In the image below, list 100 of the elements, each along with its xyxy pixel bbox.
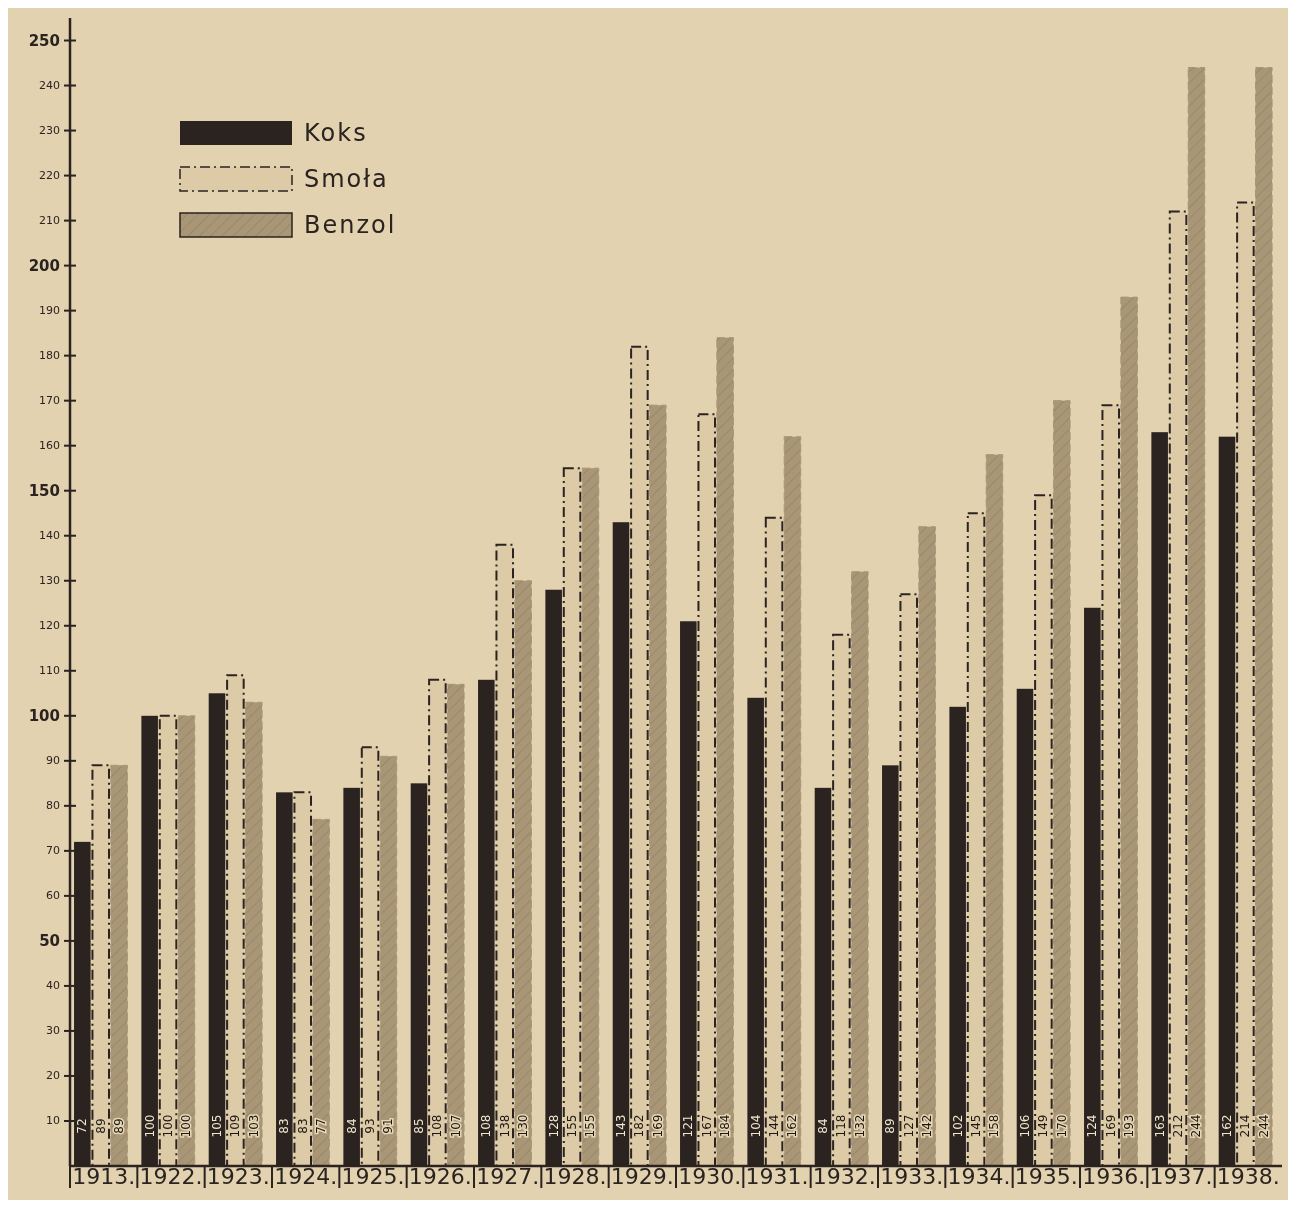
data-label: 108 (479, 1114, 494, 1138)
x-tick-label: 1929. (610, 1164, 674, 1189)
bar (514, 580, 532, 1167)
data-label: 100 (179, 1114, 194, 1138)
data-label: 167 (699, 1114, 714, 1138)
y-tick-label: 250 (28, 31, 60, 50)
data-label: 107 (448, 1114, 463, 1138)
data-label: 104 (748, 1114, 763, 1138)
x-tick-label: 1924. (274, 1164, 338, 1189)
data-label: 109 (228, 1114, 243, 1138)
data-label: 121 (681, 1114, 696, 1138)
x-tick-label: 1913. (72, 1164, 136, 1189)
data-label: 77 (314, 1118, 329, 1134)
y-tick-label: 190 (39, 304, 60, 318)
x-tick-label: 1930. (678, 1164, 742, 1189)
legend-label: Koks (304, 119, 368, 147)
y-tick-label: 70 (46, 844, 60, 858)
data-label: 143 (613, 1114, 628, 1138)
data-label: 162 (785, 1114, 800, 1138)
bar (110, 764, 128, 1167)
bar (985, 454, 1004, 1167)
bar (379, 755, 398, 1167)
bar (851, 571, 869, 1167)
x-tick-label: 1931. (745, 1164, 809, 1189)
legend-label: Benzol (304, 211, 397, 239)
bar (783, 436, 802, 1167)
data-label: 184 (718, 1114, 733, 1138)
bar (581, 467, 600, 1167)
data-label: 163 (1152, 1114, 1167, 1138)
bar (177, 715, 196, 1167)
x-tick-label: 1937. (1149, 1164, 1213, 1189)
data-label: 102 (950, 1114, 965, 1138)
x-tick-label: 1928. (543, 1164, 607, 1189)
y-tick-label: 230 (39, 124, 60, 138)
y-tick-label: 10 (46, 1114, 60, 1128)
data-label: 145 (969, 1114, 984, 1138)
data-label: 142 (920, 1114, 935, 1138)
bar (447, 683, 465, 1167)
data-label: 89 (883, 1118, 898, 1134)
y-tick-label: 110 (39, 664, 60, 678)
y-tick-label: 140 (39, 529, 60, 543)
data-label: 155 (565, 1114, 580, 1138)
data-label: 169 (650, 1114, 665, 1138)
bar (918, 526, 936, 1167)
data-label: 193 (1122, 1114, 1137, 1138)
data-label: 100 (161, 1114, 176, 1138)
data-label: 84 (815, 1118, 830, 1134)
data-label: 169 (1103, 1114, 1118, 1138)
data-label: 108 (430, 1114, 445, 1138)
x-tick-label: 1933. (880, 1164, 944, 1189)
data-label: 72 (75, 1118, 90, 1134)
data-label: 244 (1189, 1114, 1204, 1138)
x-tick-label: 1934. (947, 1164, 1011, 1189)
data-label: 118 (834, 1114, 849, 1138)
y-tick-label: 210 (39, 214, 60, 228)
y-tick-label: 160 (39, 439, 60, 453)
y-tick-label: 240 (39, 79, 60, 93)
x-tick-label: 1932. (812, 1164, 876, 1189)
bar (1187, 67, 1206, 1167)
y-tick-label: 30 (46, 1024, 60, 1038)
data-label: 83 (277, 1118, 292, 1134)
data-label: 149 (1036, 1114, 1051, 1138)
data-label: 128 (546, 1114, 561, 1138)
data-label: 132 (852, 1114, 867, 1138)
x-tick-label: 1923. (206, 1164, 270, 1189)
bar (1053, 400, 1071, 1167)
data-label: 85 (411, 1118, 426, 1134)
data-label: 103 (246, 1114, 261, 1138)
y-tick-label: 170 (39, 394, 60, 408)
data-label: 100 (142, 1114, 157, 1138)
x-tick-label: 1926. (408, 1164, 472, 1189)
data-label: 105 (209, 1114, 224, 1138)
data-label: 89 (93, 1118, 108, 1134)
y-tick-label: 100 (28, 706, 60, 725)
bar (312, 818, 330, 1167)
data-label: 127 (901, 1114, 916, 1138)
y-tick-label: 80 (46, 799, 60, 813)
y-tick-label: 130 (39, 574, 60, 588)
x-tick-label: 1927. (476, 1164, 540, 1189)
data-label: 155 (583, 1114, 598, 1138)
y-tick-label: 180 (39, 349, 60, 363)
bar (649, 404, 667, 1167)
data-label: 244 (1256, 1114, 1271, 1138)
x-tick-label: 1935. (1014, 1164, 1078, 1189)
data-label: 106 (1017, 1114, 1032, 1138)
y-tick-label: 90 (46, 754, 60, 768)
bar (1255, 67, 1273, 1167)
y-tick-label: 150 (28, 481, 60, 500)
y-tick-label: 120 (39, 619, 60, 633)
data-label: 83 (295, 1118, 310, 1134)
data-label: 158 (987, 1114, 1002, 1138)
data-label: 91 (381, 1118, 396, 1134)
bar (1120, 296, 1138, 1167)
x-tick-label: 1925. (341, 1164, 405, 1189)
y-tick-label: 60 (46, 889, 60, 903)
x-tick-label: 1938. (1216, 1164, 1280, 1189)
y-tick-label: 220 (39, 169, 60, 183)
data-label: 214 (1238, 1114, 1253, 1138)
data-label: 89 (112, 1118, 127, 1134)
y-tick-label: 40 (46, 979, 60, 993)
